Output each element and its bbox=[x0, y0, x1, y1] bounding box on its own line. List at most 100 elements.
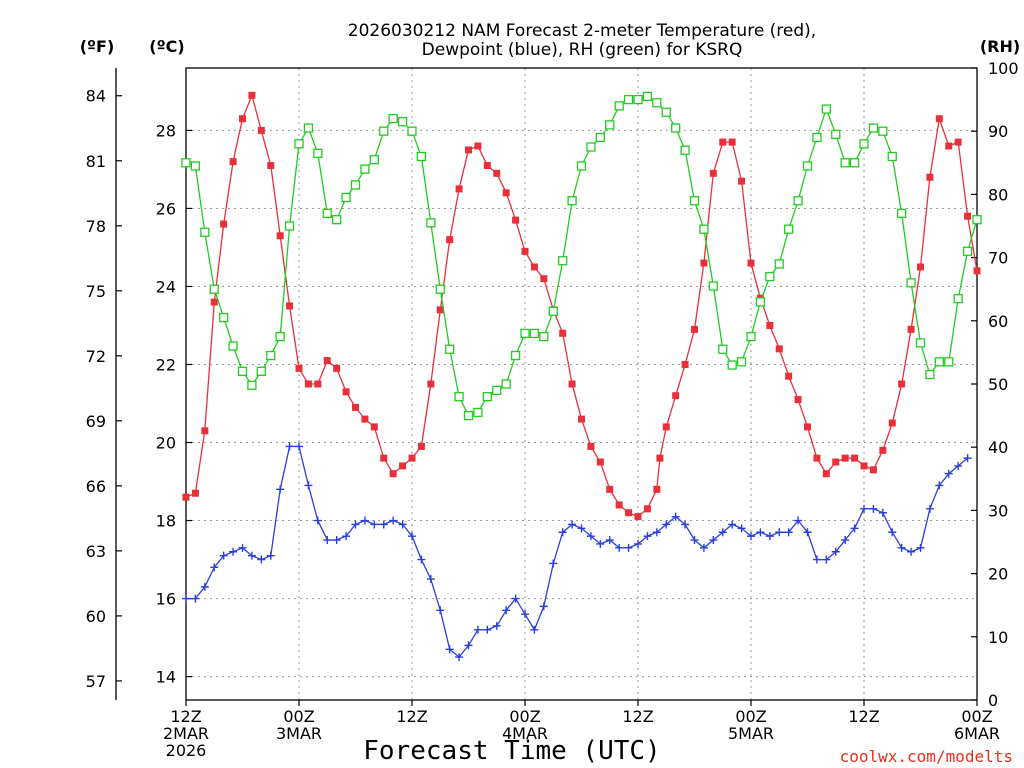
dewpoint-point bbox=[756, 528, 765, 537]
dewpoint-point bbox=[718, 528, 727, 537]
fahrenheit-tick-label: 57 bbox=[86, 672, 106, 691]
rh-point bbox=[219, 312, 229, 323]
temperature-point bbox=[210, 298, 218, 306]
temperature-point bbox=[559, 329, 567, 337]
temperature-point bbox=[380, 454, 388, 462]
dewpoint-point bbox=[295, 442, 303, 451]
dewpoint-point bbox=[276, 485, 285, 494]
temperature-point bbox=[935, 115, 943, 123]
dewpoint-point bbox=[182, 594, 190, 603]
dewpoint-point bbox=[643, 532, 652, 541]
rh-point bbox=[755, 297, 766, 307]
chart-title-line-1: 2026030212 NAM Forecast 2-meter Temperat… bbox=[348, 21, 816, 41]
dewpoint-point bbox=[379, 520, 388, 529]
temperature-point bbox=[879, 446, 887, 454]
celsius-tick-label: 28 bbox=[156, 121, 176, 140]
rh-point bbox=[567, 196, 577, 206]
dewpoint-point bbox=[963, 454, 972, 463]
rh-point bbox=[510, 350, 521, 361]
rh-point bbox=[699, 224, 709, 234]
dewpoint-point bbox=[888, 528, 897, 537]
fahrenheit-tick-label: 60 bbox=[86, 607, 106, 626]
temperature-point bbox=[352, 403, 359, 411]
rh-point bbox=[680, 145, 690, 155]
rh-point bbox=[802, 161, 813, 171]
x-tick-label: 12Z bbox=[622, 707, 653, 726]
temperature-point bbox=[813, 454, 821, 462]
rh-point bbox=[284, 221, 295, 231]
dewpoint-point bbox=[398, 520, 407, 529]
dewpoint-point bbox=[266, 551, 275, 560]
dewpoint-point bbox=[709, 536, 718, 545]
temperature-point bbox=[370, 423, 378, 431]
temperature-point bbox=[681, 360, 689, 368]
dewpoint-point bbox=[822, 555, 831, 564]
celsius-tick-label: 14 bbox=[156, 668, 176, 687]
dewpoint-point bbox=[652, 528, 661, 537]
rh-point bbox=[689, 196, 700, 206]
temperature-point bbox=[625, 509, 633, 517]
rh-point bbox=[652, 98, 662, 108]
celsius-tick-label: 24 bbox=[156, 277, 176, 296]
fahrenheit-tick-label: 84 bbox=[86, 87, 106, 106]
rh-point bbox=[915, 338, 926, 348]
dewpoint-point bbox=[304, 481, 313, 490]
rh-point bbox=[586, 142, 596, 152]
x-tick-label: 2026 bbox=[166, 741, 207, 760]
temperature-point bbox=[888, 419, 896, 427]
rh-point bbox=[303, 123, 314, 133]
rh-point bbox=[209, 284, 219, 294]
rh-line bbox=[185, 95, 978, 417]
dewpoint-point bbox=[634, 539, 642, 548]
rh-point bbox=[332, 215, 342, 225]
rh-point bbox=[878, 126, 888, 136]
rh-point bbox=[736, 357, 747, 367]
temperature-point bbox=[239, 115, 246, 123]
fahrenheit-tick-label: 69 bbox=[86, 412, 106, 431]
data-series bbox=[182, 91, 982, 662]
dewpoint-point bbox=[671, 512, 680, 521]
dewpoint-point bbox=[850, 524, 859, 533]
dewpoint-point bbox=[426, 575, 435, 584]
celsius-axis-label: (ºC) bbox=[149, 37, 184, 56]
dewpoint-point bbox=[210, 563, 219, 572]
temperature-point bbox=[954, 138, 962, 146]
temperature-point bbox=[455, 185, 463, 193]
rh-point bbox=[962, 246, 973, 256]
rh-point bbox=[454, 391, 464, 402]
temperature-point bbox=[323, 357, 331, 365]
rh-point bbox=[821, 104, 831, 114]
dewpoint-point bbox=[558, 528, 567, 537]
rh-tick-label: 40 bbox=[988, 438, 1008, 457]
temperature-point bbox=[248, 91, 256, 99]
dewpoint-point bbox=[360, 516, 369, 525]
dewpoint-point bbox=[869, 504, 878, 513]
rh-point bbox=[369, 154, 379, 165]
dewpoint-point bbox=[473, 625, 482, 634]
temperature-point bbox=[851, 454, 859, 462]
dewpoint-point bbox=[662, 520, 671, 529]
x-tick-label: 00Z bbox=[735, 707, 766, 726]
dewpoint-point bbox=[229, 547, 238, 556]
rh-point bbox=[661, 107, 671, 117]
temperature-point bbox=[417, 442, 425, 450]
rh-point bbox=[774, 259, 784, 269]
rh-point bbox=[765, 271, 775, 282]
rh-point bbox=[642, 91, 653, 102]
dewpoint-point bbox=[784, 528, 793, 537]
dewpoint-point bbox=[916, 543, 925, 552]
fahrenheit-tick-label: 66 bbox=[86, 477, 106, 496]
credit-text: coolwx.com/modelts bbox=[840, 747, 1013, 766]
x-tick-label: 6MAR bbox=[954, 724, 1000, 743]
temperature-point bbox=[691, 325, 698, 333]
celsius-tick-label: 18 bbox=[156, 512, 176, 531]
temperature-point bbox=[738, 177, 746, 185]
rh-point bbox=[623, 94, 634, 105]
celsius-tick-label: 16 bbox=[156, 590, 176, 609]
rh-point bbox=[520, 328, 530, 339]
dewpoint-point bbox=[925, 504, 934, 513]
temperature-point bbox=[342, 388, 350, 396]
rh-point bbox=[840, 158, 850, 168]
temperature-point bbox=[361, 415, 369, 423]
